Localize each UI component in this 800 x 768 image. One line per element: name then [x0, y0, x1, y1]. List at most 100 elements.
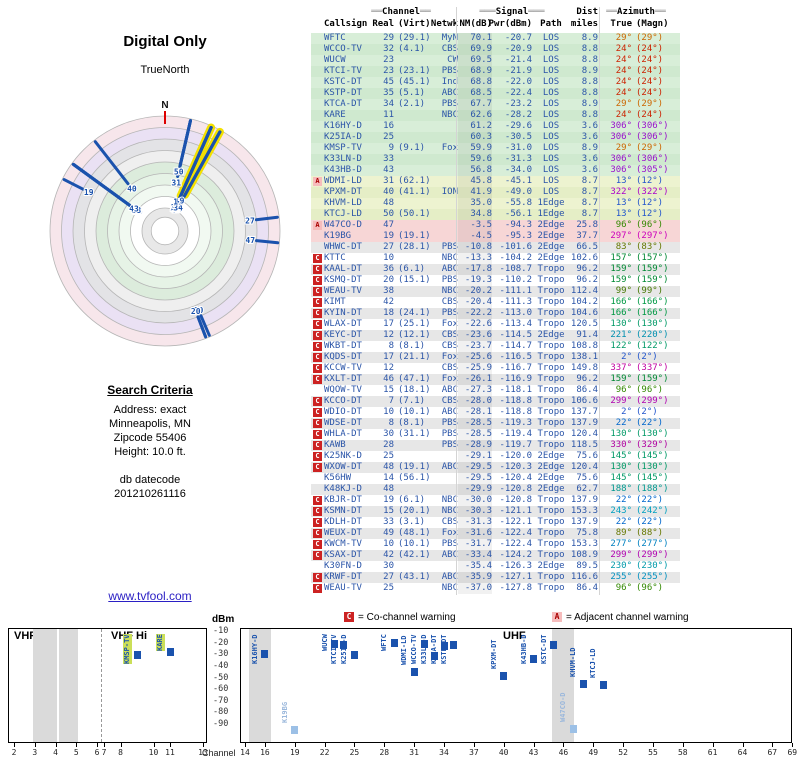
- cell-pw: -111.1: [499, 286, 532, 296]
- cell-mi: 37.7: [576, 231, 598, 241]
- cell-vi: (6.1): [398, 495, 426, 505]
- cell-nw: ABC: [441, 550, 458, 560]
- tick-mark: [203, 743, 204, 747]
- cell-nm: 35.0: [458, 198, 492, 209]
- col-miles: miles: [570, 19, 598, 29]
- signal-label: K43HB-D: [519, 634, 528, 665]
- cell-tr: 330°: [610, 440, 632, 450]
- signal-label: WDMI-LD: [400, 635, 409, 665]
- warning-marker: C: [313, 584, 322, 593]
- cell-vi: [398, 297, 432, 308]
- channel-tick: 14: [240, 748, 250, 757]
- cell-mg: (230°): [636, 561, 669, 571]
- cell-re: 36: [383, 264, 394, 274]
- cell-pa: 2Edge: [537, 561, 565, 571]
- cell-cs: K16HY-D: [324, 121, 362, 131]
- cell-vi: (10.1): [398, 539, 431, 549]
- col-real: Real: [372, 19, 394, 29]
- cell-pw: -113.4: [499, 319, 532, 329]
- cell-mi: 8.8: [581, 55, 598, 65]
- warning-marker: C: [313, 551, 322, 560]
- warning-marker: C: [313, 364, 322, 373]
- tick-mark: [324, 743, 326, 747]
- cell-pa: LOS: [542, 121, 560, 131]
- cell-pw: -126.3: [499, 561, 532, 571]
- cell-mg: (306°): [636, 154, 669, 164]
- channel-tick: 58: [677, 748, 688, 757]
- cell-re: 30: [383, 429, 394, 439]
- channel-tick: 43: [528, 748, 539, 757]
- dbm-tick: -70: [213, 695, 229, 706]
- signal-bar: [569, 725, 577, 733]
- cell-re: 43: [383, 165, 394, 175]
- cell-re: 15: [383, 385, 394, 395]
- cell-mi: 96.2: [576, 374, 598, 384]
- cell-nw: CBS: [441, 330, 458, 340]
- cell-tr: 130°: [610, 462, 632, 472]
- cell-mi: 137.9: [570, 517, 598, 527]
- search-criteria-heading: Search Criteria: [107, 383, 193, 397]
- warning-marker: C: [313, 353, 322, 362]
- cell-re: 18: [383, 308, 394, 318]
- cell-mi: 104.6: [570, 308, 598, 318]
- cell-pw: -45.1: [504, 176, 532, 186]
- cell-nm: -28.0: [458, 396, 492, 407]
- cell-re: 42: [383, 297, 394, 307]
- cell-nw: PBS: [441, 275, 458, 285]
- svg-text:29: 29: [172, 206, 182, 215]
- cell-mg: (24°): [636, 44, 664, 54]
- cell-nm: 59.6: [458, 154, 492, 165]
- channel-axis-label: Channel: [202, 748, 236, 758]
- tick-mark: [264, 743, 266, 747]
- cell-vi: [398, 440, 432, 451]
- signal-bar: [530, 654, 537, 663]
- cell-re: 35: [383, 88, 394, 98]
- cell-tr: 2°: [621, 407, 632, 417]
- cell-vi: [398, 165, 432, 176]
- cell-mi: 8.9: [581, 66, 598, 76]
- cell-mg: (2°): [636, 352, 658, 362]
- cell-nw: PBS: [441, 99, 458, 109]
- cell-re: 12: [383, 363, 394, 373]
- svg-text:34: 34: [173, 203, 183, 212]
- cell-mi: 153.3: [570, 539, 598, 549]
- cell-pw: -116.5: [499, 352, 532, 362]
- cell-nw: [430, 561, 458, 572]
- cell-pa: Tropo: [537, 297, 565, 307]
- cell-mg: (322°): [636, 187, 669, 197]
- cell-pw: -120.8: [499, 495, 532, 505]
- dbm-tick: -90: [213, 719, 229, 729]
- cell-cs: KDLH-DT: [324, 517, 362, 527]
- cell-re: 48: [383, 198, 394, 208]
- cell-cs: KMSP-TV: [324, 143, 362, 153]
- cell-vi: (47.1): [398, 374, 431, 384]
- cell-re: 29: [383, 33, 394, 43]
- cell-cs: KSAX-DT: [324, 550, 362, 560]
- cell-mg: (22°): [636, 495, 664, 505]
- cell-tr: 24°: [615, 44, 632, 54]
- cell-nm: -28.9: [458, 440, 492, 451]
- cell-nm: -35.9: [458, 572, 492, 583]
- cell-cs: KEYC-DT: [324, 330, 362, 340]
- tick-mark: [384, 743, 386, 747]
- cell-mi: 137.9: [570, 495, 598, 505]
- tick-mark: [354, 743, 356, 747]
- warning-marker: C: [313, 276, 322, 285]
- signal-bar: [261, 649, 269, 658]
- cell-vi: (9.1): [398, 143, 426, 153]
- cell-mi: 96.2: [576, 275, 598, 285]
- cell-nm: -29.5: [458, 473, 492, 484]
- cell-mg: (29°): [636, 143, 664, 153]
- tvfool-link[interactable]: www.tvfool.com: [108, 589, 192, 603]
- cell-mg: (12°): [636, 176, 664, 186]
- warning-marker: C: [313, 507, 322, 516]
- cell-re: 27: [383, 572, 394, 582]
- svg-text:23: 23: [170, 204, 180, 213]
- cell-vi: (29.1): [398, 33, 431, 43]
- warning-marker: C: [313, 397, 322, 406]
- cell-mg: (96°): [636, 385, 664, 395]
- cell-mi: 106.6: [570, 396, 598, 406]
- signal-bar: [579, 680, 587, 689]
- cell-pw: -124.2: [499, 550, 532, 560]
